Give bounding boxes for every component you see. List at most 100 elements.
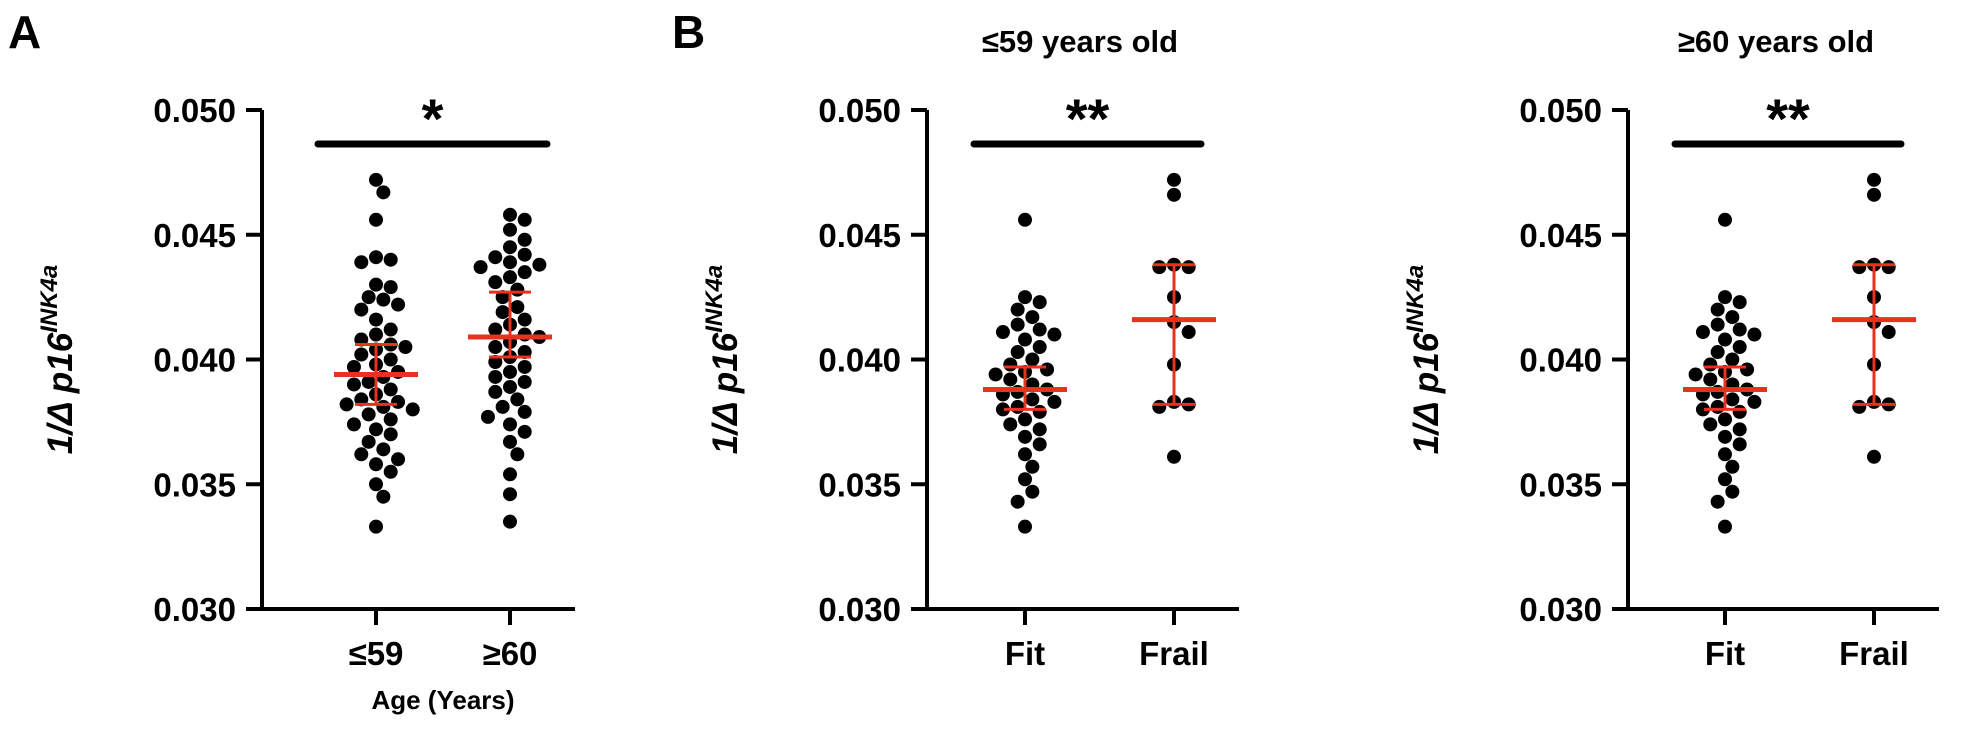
data-point [1032,340,1047,355]
data-point [383,464,398,479]
data-point [503,240,517,255]
data-point [1695,402,1710,417]
panel-letter-b: B [672,6,705,58]
panel-title: ≥60 years old [1678,24,1874,59]
data-point [503,467,517,482]
data-point [510,392,525,407]
data-point [503,207,517,222]
data-point [1695,325,1710,340]
data-point [1032,322,1047,337]
data-point [1718,519,1732,534]
y-tick-label: 0.040 [153,342,236,379]
data-point [354,255,369,270]
data-point [1718,290,1732,305]
data-point [1703,357,1718,372]
y-axis-label-superscript: INK4a [701,265,728,333]
data-point [1167,187,1181,202]
y-axis-label: 1/Δ p16INK4a [701,265,745,454]
data-point [383,427,398,442]
data-point [503,487,517,502]
data-point [1018,412,1032,427]
data-point [1010,302,1025,317]
data-point [369,250,383,265]
data-point [369,457,383,472]
data-point [1740,362,1755,377]
data-point [503,255,517,270]
data-point [369,277,383,292]
data-point [1018,429,1032,444]
data-point [480,409,495,424]
y-tick-label: 0.045 [1519,217,1602,254]
x-tick-label: Fit [1705,635,1745,672]
data-point [1032,422,1047,437]
data-point [1032,437,1047,452]
data-point [1688,367,1703,382]
data-point [1710,317,1725,332]
data-point [995,325,1010,340]
data-point [995,402,1010,417]
y-tick-label: 0.030 [1519,591,1602,628]
data-point [1710,399,1725,414]
data-point [517,212,532,227]
y-axis-label: 1/Δ p16INK4a [1402,265,1446,454]
data-point [398,340,413,355]
data-point [361,290,376,305]
data-point [369,519,383,534]
y-tick-label: 0.030 [818,591,901,628]
chart-panel-1: 0.050 0.045 0.040 0.035 0.030 ≤59 ≥60 Age (Year… [36,87,575,715]
data-point [369,172,383,187]
data-point [1047,394,1062,409]
chart-panel-2: 0.050 0.045 0.040 0.035 0.030 Fit Frail 1/Δ p16… [701,24,1239,672]
data-point [510,447,525,462]
data-point [1003,357,1018,372]
data-point [1152,260,1167,275]
data-point [1032,295,1047,310]
y-tick-label: 0.040 [818,342,901,379]
data-point [1718,429,1732,444]
data-point [510,300,525,315]
data-point [488,340,503,355]
data-point [517,265,532,280]
y-axis-label: 1/Δ p16INK4a [36,265,80,454]
data-point [1010,399,1025,414]
y-axis-label-main: 1/Δ p16 [1407,332,1446,454]
panel-letter-a: A [8,6,41,58]
data-point [495,399,510,414]
data-point [1732,437,1747,452]
data-point [1881,260,1896,275]
data-point [346,377,361,392]
data-point [376,442,391,457]
data-point [503,379,517,394]
data-point [376,399,391,414]
data-point [1025,392,1040,407]
significance-stars: ** [1066,87,1110,150]
data-point [376,489,391,504]
y-axis-label-superscript: INK4a [36,265,63,333]
data-point [361,374,376,389]
data-point [503,364,517,379]
data-point [1010,317,1025,332]
data-point [1018,290,1032,305]
data-point [1181,260,1196,275]
y-tick-label: 0.035 [1519,466,1602,503]
data-point [1025,484,1040,499]
data-point [1003,417,1018,432]
y-tick-label: 0.050 [153,92,236,129]
data-point [517,312,532,327]
data-point [1047,327,1062,342]
x-axis-label: Age (Years) [371,685,514,715]
data-point [1152,399,1167,414]
data-point [361,407,376,422]
data-point [1167,172,1181,187]
y-tick-label: 0.050 [1519,92,1602,129]
data-point [1725,392,1740,407]
data-point [488,369,503,384]
data-point [1010,494,1025,509]
data-point [1732,322,1747,337]
data-point [369,327,383,342]
data-point [517,374,532,389]
data-point [383,322,398,337]
y-axis-label-main: 1/Δ p16 [706,332,745,454]
x-tick-label: ≤59 [349,635,404,672]
data-point [369,422,383,437]
